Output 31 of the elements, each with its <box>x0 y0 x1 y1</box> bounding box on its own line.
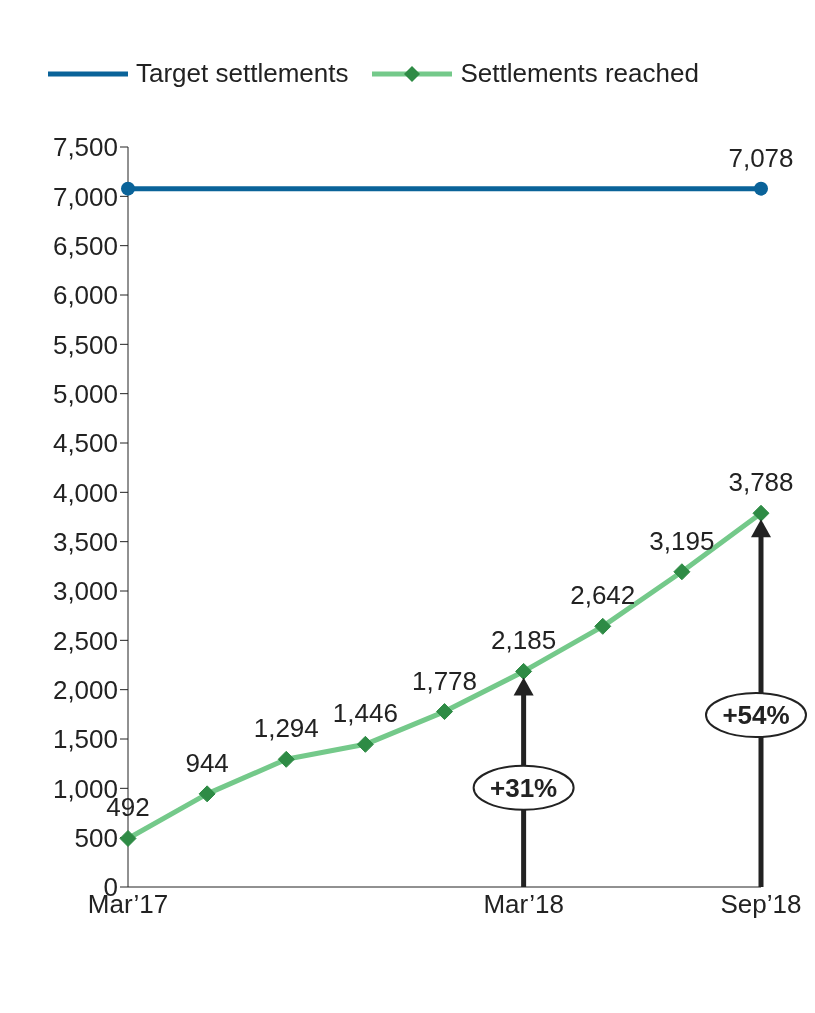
point <box>121 181 135 196</box>
y-tick-label: 7,500 <box>52 132 118 163</box>
y-tick-label: 4,000 <box>52 477 118 508</box>
y-tick-label: 4,500 <box>52 428 118 459</box>
legend-label: Settlements reached <box>459 58 699 89</box>
x-tick-label: Mar’18 <box>483 889 564 920</box>
y-tick-label: 2,500 <box>52 625 118 656</box>
x-tick-label: Sep’18 <box>720 889 802 920</box>
point <box>754 181 768 196</box>
legend-label: Target settlements <box>135 58 349 89</box>
y-tick-label: 3,000 <box>52 576 118 607</box>
data-label: 1,446 <box>332 698 398 729</box>
y-tick-label: 5,500 <box>52 329 118 360</box>
annotation: +54% <box>722 700 790 731</box>
data-label: 1,778 <box>411 665 478 696</box>
y-tick-label: 6,500 <box>52 230 118 261</box>
data-label: 2,642 <box>570 580 636 611</box>
y-tick-label: 5,000 <box>52 378 118 409</box>
data-label: 944 <box>185 747 229 778</box>
y-tick-label: 6,000 <box>52 280 118 311</box>
y-tick-label: 2,000 <box>52 674 118 705</box>
data-label: 2,185 <box>491 625 557 656</box>
y-tick-label: 1,500 <box>52 724 118 755</box>
annotation: +31% <box>490 772 558 803</box>
data-label: 1,294 <box>253 713 319 744</box>
data-label: 7,078 <box>728 142 794 173</box>
data-label: 3,195 <box>649 525 715 556</box>
y-tick-label: 500 <box>74 822 118 853</box>
y-tick-label: 3,500 <box>52 526 118 557</box>
data-label: 3,788 <box>728 467 794 498</box>
y-tick-label: 7,000 <box>52 181 118 212</box>
